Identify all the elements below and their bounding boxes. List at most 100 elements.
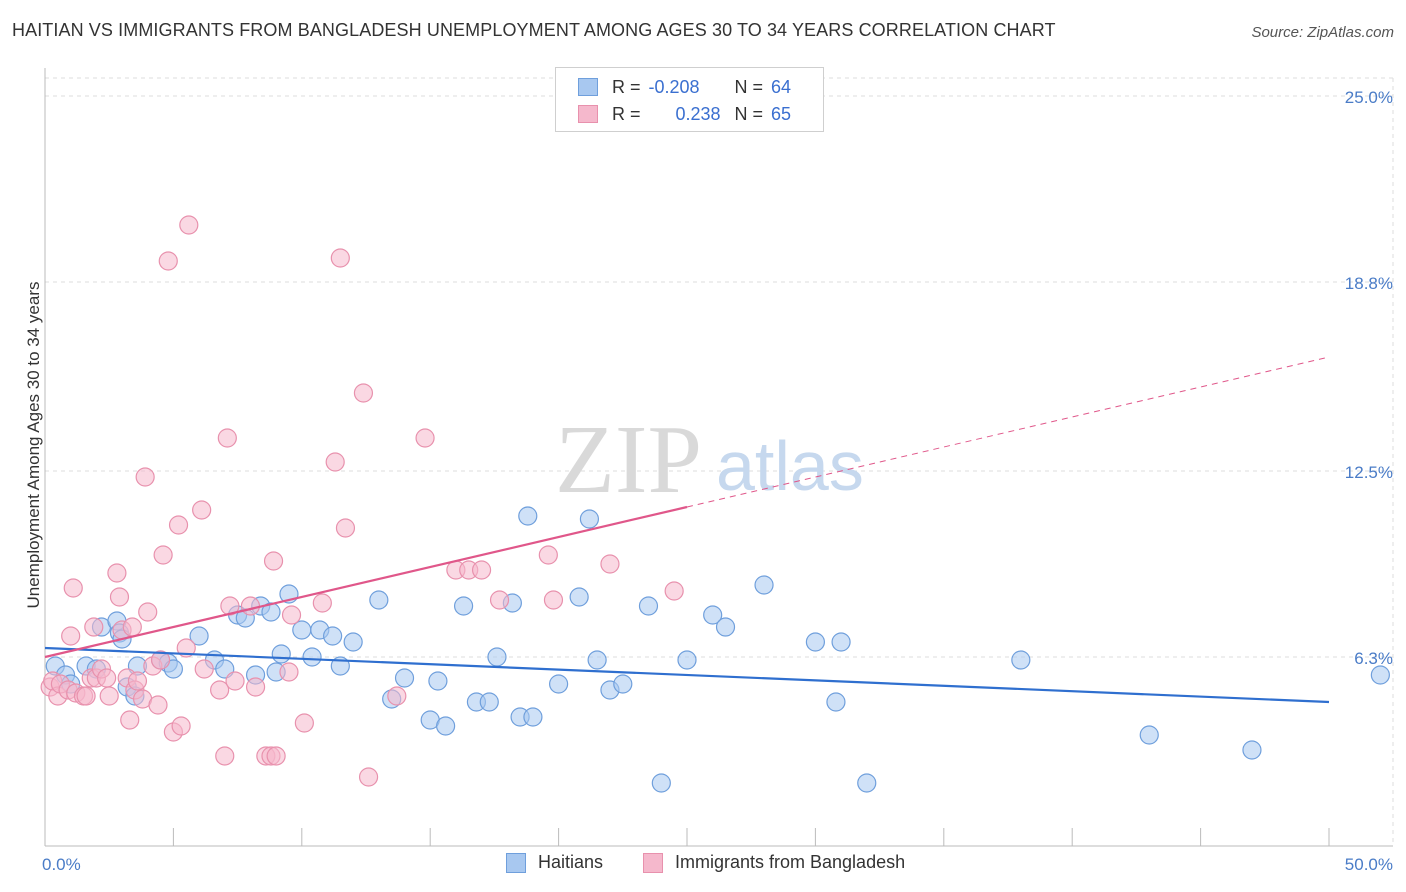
bangladesh-point [150,650,171,670]
bangladesh-point [127,671,148,691]
bangladesh-point [179,215,199,235]
bangladesh-point [99,686,119,706]
bangladesh-point [171,716,191,736]
chart-title: HAITIAN VS IMMIGRANTS FROM BANGLADESH UN… [12,20,1056,40]
bangladesh-point [84,617,104,637]
haitian-point [1139,725,1159,745]
haitian-point [1370,665,1390,685]
bangladesh-point [600,554,620,574]
bangladesh-point [109,587,130,607]
bangladesh-point [240,596,261,616]
bangladesh-point [294,713,314,733]
bangladesh-point [358,767,379,787]
haitian-point [805,632,826,652]
bangladesh-point [107,563,127,583]
haitian-point [323,626,343,646]
bangladesh-point [330,248,350,268]
x-tick-label-max: 50.0% [1345,855,1393,874]
series-legend-label: Haitians [538,852,604,872]
trend-layer [44,356,1330,704]
haitian-trend-line [44,646,1330,704]
legend-n-value: 64 [771,76,792,97]
haitian-point [857,773,877,793]
legend-row-bangladesh: R = 0.238 N = 65 [578,102,791,126]
bangladesh-point [325,452,345,472]
bangladesh-point [312,593,332,613]
legend-swatch-blue [578,78,598,96]
bangladesh-point [281,605,302,625]
haitian-point [1242,740,1262,760]
haitian-point [651,773,671,793]
correlation-legend: R = -0.208 N = 64 R = 0.238 N = 65 [555,67,824,132]
bangladesh-point [97,668,117,688]
bangladesh-point [194,659,214,679]
bangladesh-point [220,596,240,616]
haitian-point [677,650,697,670]
haitian-point [715,617,736,637]
haitian-point [428,671,448,691]
bangladesh-point [217,428,237,448]
legend-r-label: R = [612,103,641,124]
bangladesh-point [245,677,266,697]
bangladesh-point [210,680,230,700]
bangladesh-point [122,617,142,637]
haitian-point [703,605,723,625]
haitian-point [394,668,415,688]
y-tick-label: 6.3% [1354,649,1393,668]
haitian-point [343,632,363,652]
legend-swatch-pink [578,105,598,123]
legend-row-haitians: R = -0.208 N = 64 [578,75,791,99]
bangladesh-point [153,545,173,565]
bangladesh-trend-line [44,505,688,659]
legend-r-value: 0.238 [675,103,721,124]
bangladesh-point [192,500,212,520]
bangladesh-point [664,581,684,601]
haitian-point [436,716,456,736]
bangladesh-point [387,686,407,706]
source-label: Source: ZipAtlas.com [1251,24,1394,41]
bangladesh-point [168,515,189,535]
tick-label-layer: 25.0% 18.8% 12.5% 6.3% 0.0% 50.0% [42,88,1393,874]
haitian-point [754,575,774,595]
haitian-point [369,590,389,610]
haitian-point [638,596,659,616]
legend-n-label: N = [734,103,764,124]
series-legend: Haitians Immigrants from Bangladesh [0,852,1406,876]
axes-layer [44,68,1393,847]
bangladesh-point [61,626,81,646]
haitian-point [479,692,499,712]
haitian-point [271,644,291,664]
bangladesh-point [279,662,299,682]
bangladesh-point [538,545,558,565]
watermark-zip: ZIP [555,406,702,514]
haitian-point [569,587,589,607]
bangladesh-point [266,746,286,766]
y-tick-label: 25.0% [1345,88,1393,107]
series-swatch-blue [506,852,526,873]
haitian-point [831,632,851,652]
bangladesh-point [120,710,140,730]
bangladesh-point [471,560,492,580]
bangladesh-point [489,590,510,610]
haitian-point [518,506,538,526]
y-tick-label: 18.8% [1345,274,1393,293]
haitian-point [523,707,543,727]
bangladesh-point [335,518,356,538]
bangladesh-point [158,251,178,271]
series-legend-label: Immigrants from Bangladesh [675,852,906,872]
bangladesh-point [215,746,235,766]
legend-n-label: N = [734,76,764,97]
bangladesh-point [148,695,168,715]
points-layer [40,215,1390,793]
haitian-point [453,596,474,616]
haitian-point [548,674,569,694]
bangladesh-point [263,551,284,571]
series-legend-bangladesh: Immigrants from Bangladesh [643,852,905,873]
haitian-point [826,692,846,712]
watermark-atlas: atlas [716,427,864,505]
y-tick-label: 12.5% [1345,463,1393,482]
bangladesh-point [543,590,564,610]
bangladesh-point [353,383,374,403]
haitian-point [579,509,600,529]
